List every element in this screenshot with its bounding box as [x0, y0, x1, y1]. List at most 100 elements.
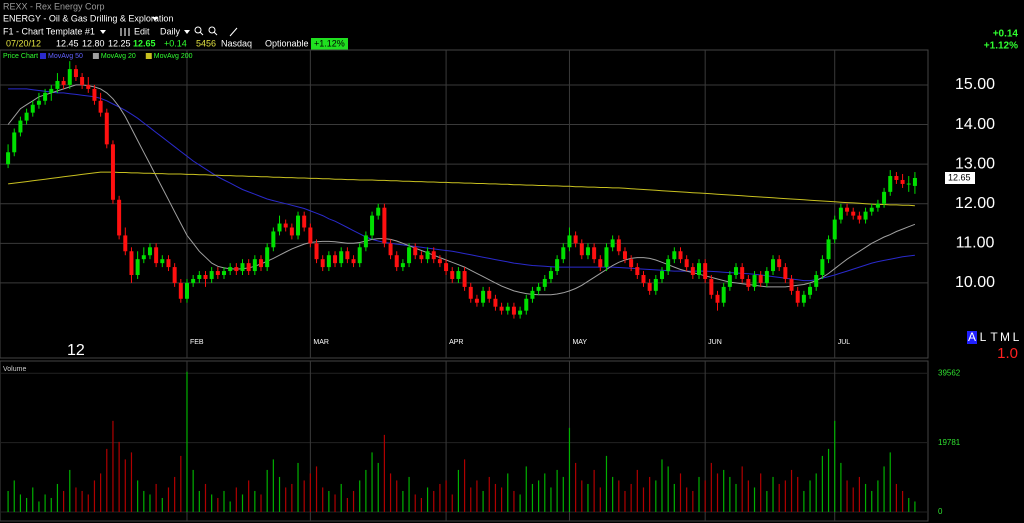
candle-body: [271, 231, 276, 248]
candle-body: [604, 247, 609, 268]
candle-body: [789, 278, 794, 291]
volume-tick-label: 39562: [938, 368, 961, 377]
volume-bar: [525, 466, 527, 512]
edit[interactable]: Edit: [134, 26, 150, 36]
dropdown-arrow[interactable]: [100, 30, 106, 34]
volume-bar: [790, 469, 793, 512]
legend-swatch: [145, 53, 152, 59]
candle-body: [845, 207, 850, 212]
volume-bar: [889, 452, 891, 512]
industry[interactable]: ENERGY - Oil & Gas Drilling & Exploratio…: [3, 13, 173, 23]
candle-body: [536, 286, 541, 291]
volume-bar: [630, 483, 632, 512]
edit-icon[interactable]: [120, 28, 130, 36]
candle-body: [481, 290, 486, 303]
candle-body: [92, 88, 97, 101]
volume-bar: [599, 487, 601, 512]
candle-body: [697, 263, 702, 276]
volume-bar: [254, 490, 256, 512]
candle-body: [388, 243, 393, 256]
moving-average: [7, 84, 916, 296]
volume-bar: [636, 469, 638, 512]
volume-bar: [81, 490, 83, 512]
volume-bar: [13, 480, 15, 512]
candle-body: [49, 88, 54, 93]
volume-bar: [846, 480, 848, 512]
dropdown-arrow[interactable]: [184, 30, 190, 34]
candle-body: [795, 290, 800, 303]
candle-body: [721, 286, 726, 303]
volume-bar: [352, 490, 355, 512]
volume-bar: [285, 487, 287, 512]
dropdown-arrow[interactable]: [152, 17, 158, 21]
x-tick-label: APR: [449, 339, 463, 346]
volume-bar: [883, 466, 885, 512]
zoom-icons[interactable]: [194, 26, 238, 37]
candle-body: [154, 247, 159, 264]
side-letter: M: [1000, 330, 1010, 344]
volume-bar: [531, 483, 534, 512]
candle-body: [801, 294, 806, 303]
candle-body: [147, 247, 152, 256]
candle-body: [30, 104, 35, 113]
side-letter: T: [990, 330, 998, 344]
volume-bar: [50, 497, 52, 512]
quote-close: 12.65: [133, 38, 156, 48]
volume-bar: [463, 459, 466, 512]
interval[interactable]: Daily: [160, 26, 181, 36]
volume-bar: [494, 483, 497, 512]
candle-body: [172, 267, 177, 283]
volume-bar: [371, 452, 373, 512]
quote-open: 12.45: [56, 38, 79, 48]
candle-body: [579, 243, 584, 256]
candle-body: [345, 251, 350, 260]
legend-entry: MovAvg 50: [48, 53, 83, 60]
candle-body: [277, 223, 282, 232]
volume-bar: [840, 462, 842, 512]
candle-body: [703, 263, 708, 279]
candle-body: [487, 290, 492, 299]
volume-bar: [383, 434, 385, 512]
candle-body: [666, 259, 671, 272]
candle-body: [320, 259, 325, 268]
volume-bar: [661, 459, 663, 512]
volume-bar: [500, 487, 503, 512]
candle-body: [117, 199, 122, 236]
quote-low: 12.25: [108, 38, 131, 48]
volume-bar: [192, 469, 194, 512]
volume-bar: [735, 483, 737, 512]
volume-bar: [7, 490, 9, 512]
template[interactable]: F1 - Chart Template #1: [3, 26, 95, 36]
volume-bar: [433, 490, 435, 512]
price-tag: [945, 172, 975, 184]
volume-bar: [618, 480, 620, 512]
volume-bar: [692, 490, 694, 512]
candle-body: [764, 271, 769, 283]
candle-body: [567, 235, 572, 248]
candle-body: [444, 263, 449, 272]
candle-body: [882, 191, 887, 204]
candle-body: [86, 84, 91, 89]
volume-bar: [186, 371, 188, 512]
volume-bar: [538, 480, 540, 512]
volume-tick-label: 19781: [938, 438, 961, 447]
candle-body: [462, 271, 467, 287]
volume-bar: [729, 476, 731, 512]
volume-bar: [365, 469, 367, 512]
volume-bar: [328, 490, 330, 512]
candle-body: [585, 247, 590, 256]
volume-bar: [901, 490, 904, 512]
candle-body: [758, 275, 763, 283]
side-highlight: [967, 331, 977, 344]
candle-body: [407, 247, 412, 264]
volume-bar: [137, 480, 139, 512]
volume-tick-label: 0: [938, 507, 943, 516]
volume-bar: [575, 462, 577, 512]
volume-bar: [747, 480, 749, 512]
volume-bar: [550, 487, 552, 512]
volume-bar: [248, 480, 250, 512]
volume-bar: [346, 497, 348, 512]
volume-bar: [797, 476, 799, 512]
volume-bar: [69, 469, 71, 512]
candle-body: [912, 178, 917, 186]
